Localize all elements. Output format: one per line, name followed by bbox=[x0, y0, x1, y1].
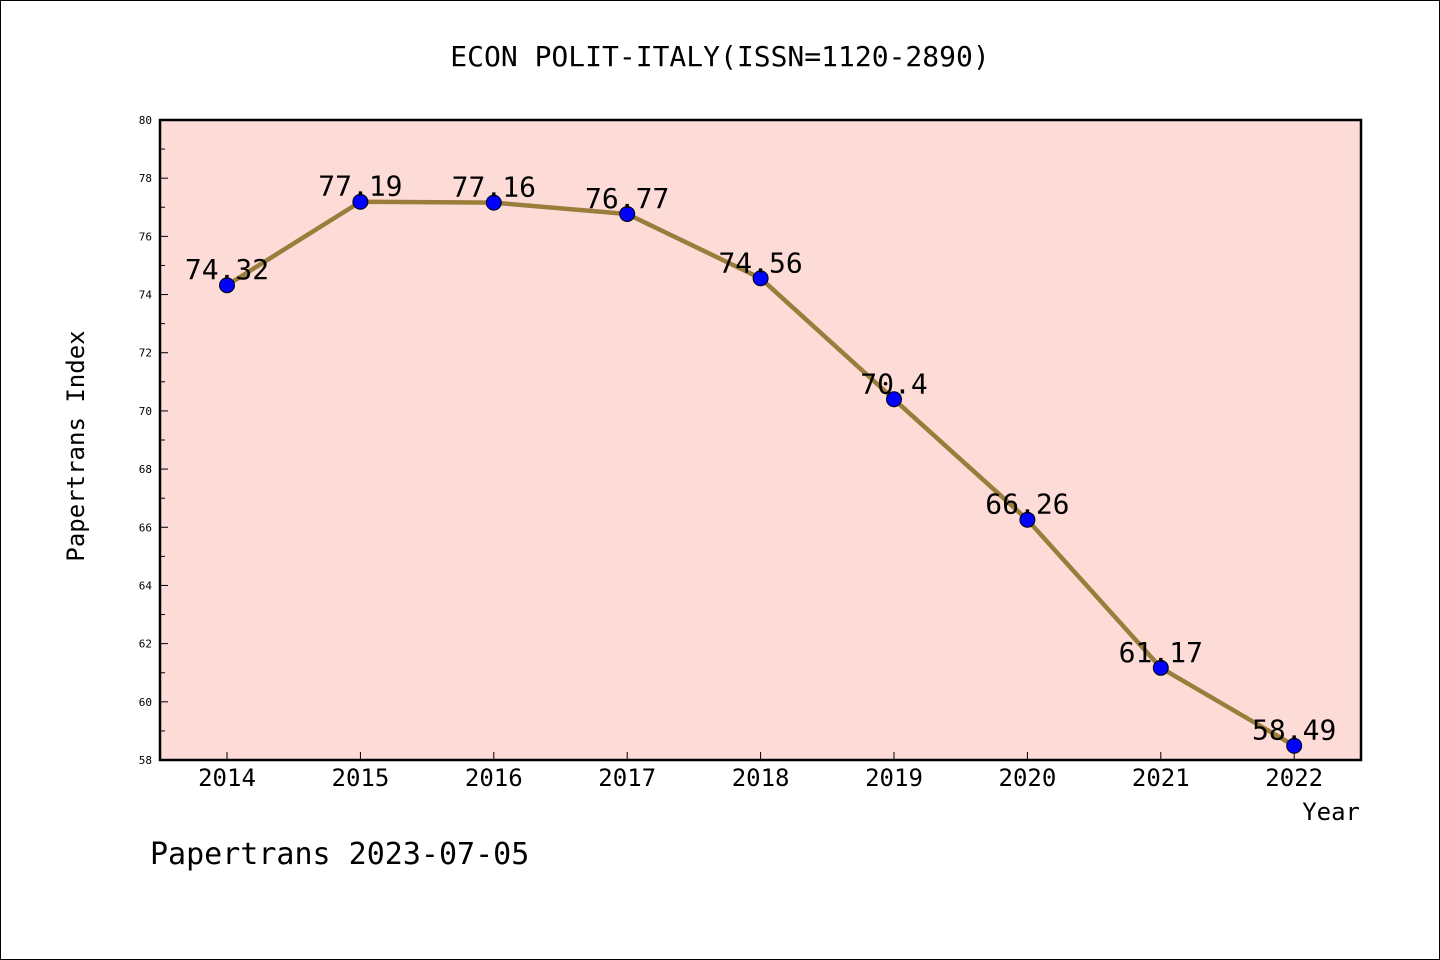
x-tick-label: 2014 bbox=[198, 764, 256, 792]
y-tick-label: 62 bbox=[139, 638, 152, 651]
plot-area bbox=[158, 118, 1363, 762]
x-tick-label: 2015 bbox=[332, 764, 390, 792]
chart-title: ECON POLIT-ITALY(ISSN=1120-2890) bbox=[450, 40, 989, 73]
y-tick-label: 66 bbox=[139, 521, 152, 534]
footer-note: Papertrans 2023-07-05 bbox=[150, 837, 529, 872]
data-label: 61.17 bbox=[1119, 636, 1203, 669]
y-axis-label: Papertrans Index bbox=[62, 330, 90, 561]
data-label: 76.77 bbox=[585, 182, 669, 215]
data-point bbox=[485, 194, 502, 211]
data-point bbox=[352, 193, 369, 210]
series-markers bbox=[219, 193, 1303, 754]
y-tick-label: 68 bbox=[139, 463, 152, 476]
data-label: 74.56 bbox=[718, 246, 802, 279]
data-point bbox=[1152, 659, 1169, 676]
y-axis: 58 60 62 64 66 68 70 72 74 76 78 80 bbox=[139, 114, 168, 767]
data-point bbox=[886, 391, 902, 408]
y-tick-label: 78 bbox=[139, 172, 152, 185]
data-point bbox=[752, 270, 769, 287]
x-tick-label: 2019 bbox=[865, 764, 923, 792]
data-point bbox=[1286, 737, 1303, 754]
data-label: 58.49 bbox=[1252, 714, 1336, 747]
x-tick-label: 2022 bbox=[1265, 764, 1323, 792]
data-label: 70.4 bbox=[860, 367, 927, 400]
y-tick-label: 70 bbox=[139, 405, 152, 418]
data-label: 77.16 bbox=[452, 171, 536, 204]
y-tick-label: 72 bbox=[139, 347, 152, 360]
y-tick-label: 60 bbox=[139, 696, 152, 709]
x-tick-label: 2018 bbox=[732, 764, 790, 792]
data-point bbox=[619, 205, 636, 222]
x-tick-label: 2020 bbox=[999, 764, 1057, 792]
y-tick-label: 76 bbox=[139, 230, 152, 243]
y-tick-label: 64 bbox=[139, 579, 153, 592]
data-labels: 74.32 77.19 77.16 76.77 74.56 70.4 66.26 61.17 5… bbox=[185, 170, 1336, 747]
data-label: 77.19 bbox=[318, 170, 402, 203]
y-tick-label: 58 bbox=[139, 754, 152, 767]
y-tick-label: 80 bbox=[139, 114, 152, 127]
data-label: 74.32 bbox=[185, 253, 269, 286]
x-axis-label: Year bbox=[1302, 798, 1360, 826]
data-label: 66.26 bbox=[985, 488, 1069, 521]
data-point bbox=[1019, 511, 1036, 528]
data-point bbox=[219, 277, 235, 294]
x-tick-label: 2017 bbox=[598, 764, 656, 792]
x-axis: 2014 2015 2016 2017 2018 2019 2020 2021 2022 bbox=[198, 752, 1323, 792]
y-tick-label: 74 bbox=[139, 289, 153, 302]
x-tick-label: 2021 bbox=[1132, 764, 1190, 792]
x-tick-label: 2016 bbox=[465, 764, 523, 792]
